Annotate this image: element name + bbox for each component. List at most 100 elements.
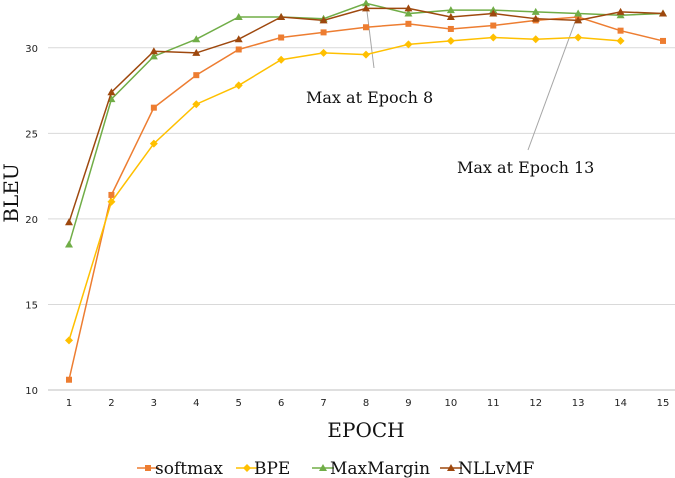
- data-point: [404, 9, 413, 17]
- data-point: [107, 88, 116, 96]
- legend-label: MaxMargin: [330, 459, 430, 478]
- x-tick-label: 2: [108, 398, 114, 409]
- legend-label: softmax: [155, 459, 223, 478]
- data-point: [66, 376, 72, 383]
- data-point: [574, 9, 583, 17]
- series-nllvmf: [65, 4, 667, 226]
- annotations: Max at Epoch 8 Max at Epoch 13: [306, 88, 594, 177]
- data-point: [659, 9, 667, 17]
- data-point: [65, 218, 73, 226]
- x-tick-label: 11: [487, 398, 500, 409]
- y-axis-title: BLEU: [0, 163, 23, 222]
- legend-item-softmax: softmax: [137, 459, 223, 478]
- data-point: [574, 33, 583, 42]
- data-point: [319, 48, 328, 57]
- legend-item-nllvmf: NLLvMF: [440, 459, 534, 478]
- data-point: [234, 81, 243, 90]
- y-axis-ticks: 10 15 20 25 30: [25, 44, 38, 397]
- series-bpe: [65, 33, 625, 345]
- data-point: [447, 25, 454, 32]
- legend-label: BPE: [254, 459, 290, 478]
- data-point: [490, 22, 497, 29]
- y-tick-label: 20: [25, 215, 38, 226]
- data-point: [65, 336, 73, 345]
- data-point: [362, 50, 370, 59]
- y-tick-label: 25: [25, 129, 38, 140]
- x-tick-label: 8: [363, 398, 369, 409]
- x-tick-label: 12: [529, 398, 542, 409]
- data-point: [278, 34, 285, 41]
- data-point: [574, 16, 583, 24]
- x-tick-label: 1: [66, 398, 72, 409]
- series-line: [68, 7, 664, 223]
- data-point: [531, 7, 540, 15]
- data-point: [489, 33, 498, 42]
- data-point: [617, 27, 624, 34]
- x-tick-label: 9: [405, 398, 411, 409]
- data-point: [108, 191, 115, 198]
- x-tick-label: 14: [614, 398, 627, 409]
- data-point: [234, 12, 243, 20]
- x-tick-label: 3: [151, 398, 157, 409]
- series-softmax: [66, 13, 666, 383]
- data-point: [150, 104, 157, 111]
- data-point: [277, 12, 286, 20]
- data-point: [446, 36, 455, 45]
- y-tick-label: 10: [25, 386, 38, 397]
- data-point: [149, 47, 158, 55]
- data-point: [405, 20, 412, 27]
- x-tick-label: 4: [193, 398, 199, 409]
- annotation-leader: [365, 3, 375, 69]
- data-point: [446, 6, 455, 14]
- data-point: [320, 29, 327, 36]
- data-point: [149, 52, 158, 60]
- data-point: [404, 40, 413, 49]
- legend-swatch-marker: [145, 465, 151, 471]
- data-point: [107, 197, 116, 206]
- data-point: [404, 4, 413, 12]
- data-point: [489, 9, 498, 17]
- legend: softmax BPE MaxMargin NLLvMF: [137, 459, 534, 478]
- data-point: [446, 12, 455, 20]
- legend-item-maxmargin: MaxMargin: [312, 459, 430, 478]
- data-point: [234, 35, 243, 43]
- annotation-label: Max at Epoch 13: [457, 158, 594, 177]
- data-point: [193, 72, 200, 79]
- data-point: [660, 37, 666, 44]
- x-tick-label: 13: [572, 398, 585, 409]
- legend-swatch-marker: [243, 464, 251, 472]
- legend-swatch-marker: [319, 464, 327, 471]
- data-point: [277, 55, 286, 64]
- x-tick-label: 6: [278, 398, 284, 409]
- data-point: [362, 4, 370, 12]
- y-tick-label: 15: [25, 300, 38, 311]
- data-point: [192, 48, 201, 56]
- series-line: [68, 36, 621, 341]
- annotation-leader: [527, 13, 579, 151]
- legend-swatch-marker: [447, 464, 455, 471]
- data-point: [531, 35, 540, 44]
- x-tick-label: 7: [320, 398, 326, 409]
- x-tick-label: 5: [236, 398, 242, 409]
- data-point: [319, 16, 328, 24]
- series-line: [68, 16, 664, 380]
- x-axis-title: EPOCH: [327, 418, 404, 442]
- data-point: [192, 35, 201, 43]
- x-tick-label: 15: [657, 398, 670, 409]
- data-point: [235, 46, 242, 53]
- series-line: [68, 2, 664, 245]
- annotation-label: Max at Epoch 8: [306, 88, 433, 107]
- legend-label: NLLvMF: [458, 459, 534, 478]
- data-point: [192, 100, 201, 109]
- data-point: [65, 240, 73, 248]
- data-point: [362, 0, 370, 7]
- y-tick-label: 30: [25, 44, 38, 55]
- data-point: [616, 7, 625, 15]
- series-group: [65, 0, 667, 383]
- data-point: [363, 24, 369, 31]
- x-tick-label: 10: [444, 398, 457, 409]
- data-point: [149, 139, 158, 148]
- x-axis: 1 2 3 4 5 6 7 8 9 10 11 12 13 14 15: [48, 389, 675, 409]
- annotation-leaders: [365, 3, 579, 151]
